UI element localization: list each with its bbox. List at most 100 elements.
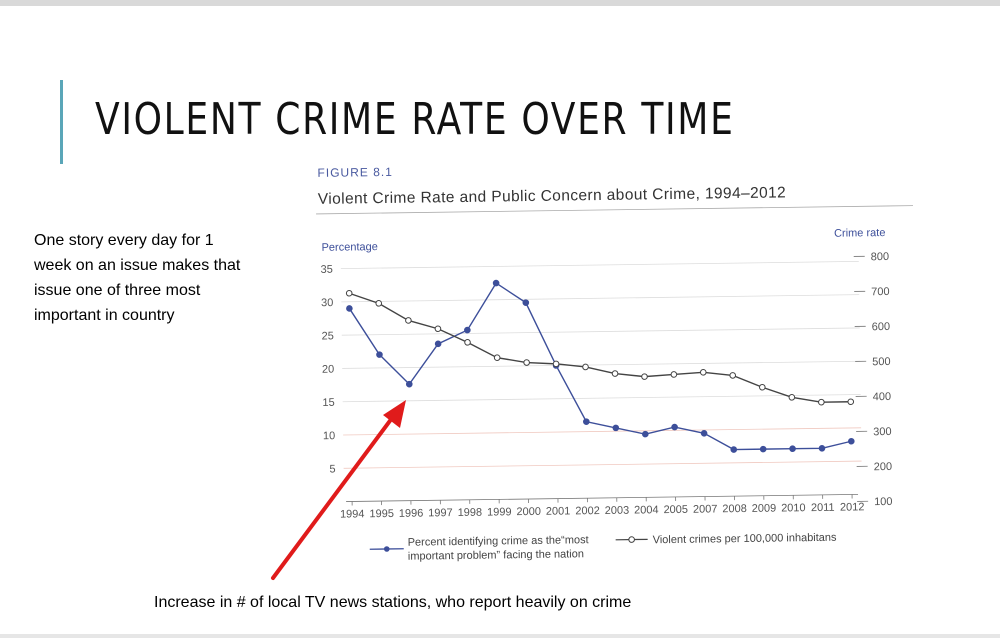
data-point-0 — [759, 445, 767, 453]
series-group — [345, 279, 855, 453]
gridline — [343, 460, 862, 469]
x-tick-label: 2011 — [811, 502, 835, 514]
y2-tick-label: 500 — [872, 356, 891, 368]
data-point-1 — [345, 289, 353, 297]
gridline — [343, 427, 862, 436]
data-point-0 — [671, 423, 678, 431]
y2-axis-label: Crime rate — [834, 227, 886, 240]
x-tick-label: 2001 — [546, 505, 571, 517]
data-point-1 — [405, 317, 412, 324]
y-tick-label: 10 — [323, 430, 335, 442]
gridline — [341, 294, 860, 303]
data-point-0 — [847, 437, 855, 445]
x-tick-label: 1999 — [487, 506, 512, 518]
legend: Percent identifying crime as the“most im… — [369, 532, 838, 563]
legend-label-concern-2: important problem” facing the nation — [408, 548, 584, 562]
data-point-1 — [788, 394, 796, 401]
x-tick-label: 2008 — [722, 503, 747, 515]
x-ticks: 1994 1995 1996 1997 1998 1999 2000 2001 2002 2003… — [340, 494, 865, 521]
data-point-1 — [641, 373, 648, 380]
legend-marker-crime — [628, 536, 635, 543]
y2-tick-label: 300 — [873, 426, 892, 438]
y2-tick-label: 200 — [874, 461, 893, 473]
gridline — [341, 327, 860, 336]
side-note: One story every day for 1 week on an iss… — [34, 232, 241, 324]
y-tick-label: 20 — [322, 364, 334, 376]
data-point-1 — [493, 354, 501, 361]
data-point-1 — [434, 325, 442, 333]
gridline — [342, 394, 861, 403]
data-point-0 — [434, 340, 442, 348]
title-rule — [316, 205, 914, 215]
data-point-0 — [405, 380, 413, 388]
bottom-note: Increase in # of local TV news stations,… — [154, 594, 632, 611]
x-tick-label: 2009 — [752, 503, 777, 515]
title-accent-bar — [60, 80, 63, 164]
data-point-1 — [464, 339, 471, 346]
y-tick-label: 15 — [322, 397, 334, 409]
x-tick-label: 2004 — [634, 504, 659, 516]
x-tick-label: 2012 — [840, 501, 865, 513]
data-point-0 — [492, 279, 500, 287]
data-point-1 — [611, 370, 619, 377]
y-tick-label: 35 — [321, 264, 333, 276]
data-point-1 — [552, 360, 560, 368]
series-line-0 — [348, 282, 852, 451]
data-point-0 — [730, 446, 738, 453]
arrow-shaft — [271, 408, 400, 580]
data-point-0 — [346, 305, 353, 312]
data-point-0 — [464, 326, 471, 334]
y-axis-label: Percentage — [321, 241, 377, 254]
grid — [340, 260, 862, 469]
y2-tick-label: 400 — [873, 391, 892, 403]
x-tick-label: 2003 — [605, 505, 630, 517]
data-point-0 — [522, 299, 530, 306]
x-tick-label: 1996 — [399, 507, 424, 519]
series-line-1 — [348, 292, 851, 403]
x-tick-label: 2010 — [781, 502, 806, 514]
data-point-0 — [700, 430, 708, 437]
data-point-0 — [376, 351, 383, 358]
y2-tick-label: 800 — [871, 251, 890, 263]
bottom-border — [0, 634, 1000, 638]
y-ticks: 5 10 15 20 25 30 35 — [321, 264, 336, 476]
x-tick-label: 2005 — [663, 504, 688, 516]
data-point-0 — [582, 418, 590, 425]
x-tick-label: 1994 — [340, 508, 365, 520]
red-arrow — [271, 400, 406, 580]
data-point-0 — [818, 445, 826, 452]
x-tick-label: 2000 — [516, 506, 541, 518]
data-point-1 — [523, 359, 530, 366]
x-tick-label: 1998 — [458, 507, 483, 519]
data-point-1 — [818, 398, 825, 406]
legend-label-concern-1: Percent identifying crime as the“most — [408, 534, 589, 549]
data-point-1 — [847, 398, 855, 406]
y2-tick-label: 600 — [872, 321, 891, 333]
data-point-1 — [375, 300, 383, 307]
y2-tick-label: 700 — [871, 286, 890, 298]
figure-label: FIGURE 8.1 — [317, 165, 393, 180]
chart-title: Violent Crime Rate and Public Concern ab… — [318, 184, 787, 208]
data-point-0 — [789, 445, 796, 453]
x-tick-label: 2002 — [575, 505, 600, 517]
gridline — [342, 360, 861, 369]
top-border — [0, 0, 1000, 6]
data-point-0 — [612, 424, 620, 432]
legend-marker-concern — [383, 546, 390, 552]
gridline — [340, 260, 859, 270]
data-point-0 — [641, 430, 649, 438]
data-point-1 — [729, 372, 737, 379]
y-tick-label: 25 — [321, 330, 333, 342]
data-point-1 — [759, 383, 766, 391]
legend-label-crime: Violent crimes per 100,000 inhabitans — [653, 532, 838, 547]
x-tick-label: 1995 — [369, 508, 394, 520]
y-tick-label: 5 — [329, 463, 335, 475]
x-axis-line — [346, 494, 859, 502]
arrow-head — [383, 400, 406, 428]
y2-ticks: 100 200 300 400 500 600 700 800 — [853, 251, 893, 508]
data-point-1 — [699, 369, 707, 376]
slide-title: VIOLENT CRIME RATE OVER TIME — [95, 94, 735, 145]
data-point-1 — [582, 363, 589, 371]
x-tick-label: 1997 — [428, 507, 453, 519]
